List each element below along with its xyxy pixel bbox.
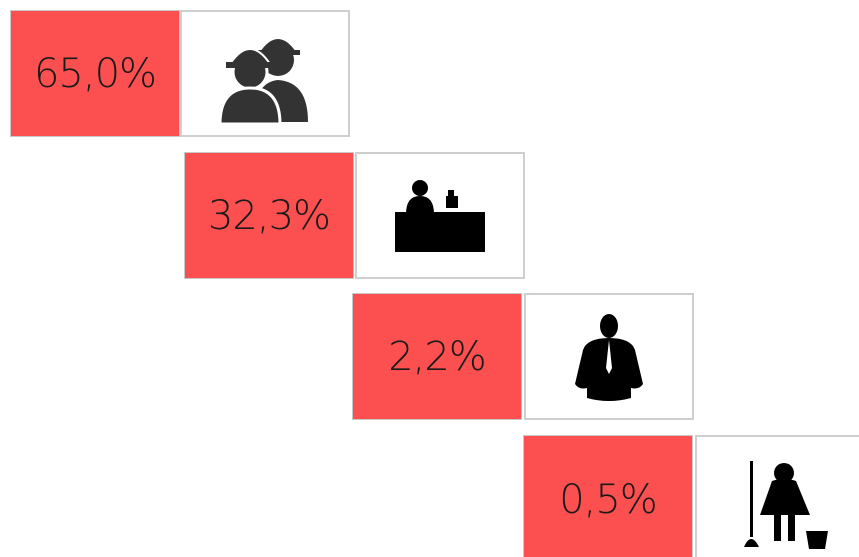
cashier-icon [355,152,525,279]
cleaner-icon [695,435,859,557]
workers-glyph [218,38,308,124]
percentage-box: 32,3% [184,152,354,279]
cashier-glyph [395,179,485,252]
percentage-box: 65,0% [10,10,180,137]
businessman-glyph [575,313,643,401]
businessman-icon [524,293,694,420]
percentage-box: 2,2% [352,293,522,420]
workers-icon [180,10,350,137]
cleaner-glyph [744,461,828,549]
percentage-box: 0,5% [523,435,693,557]
